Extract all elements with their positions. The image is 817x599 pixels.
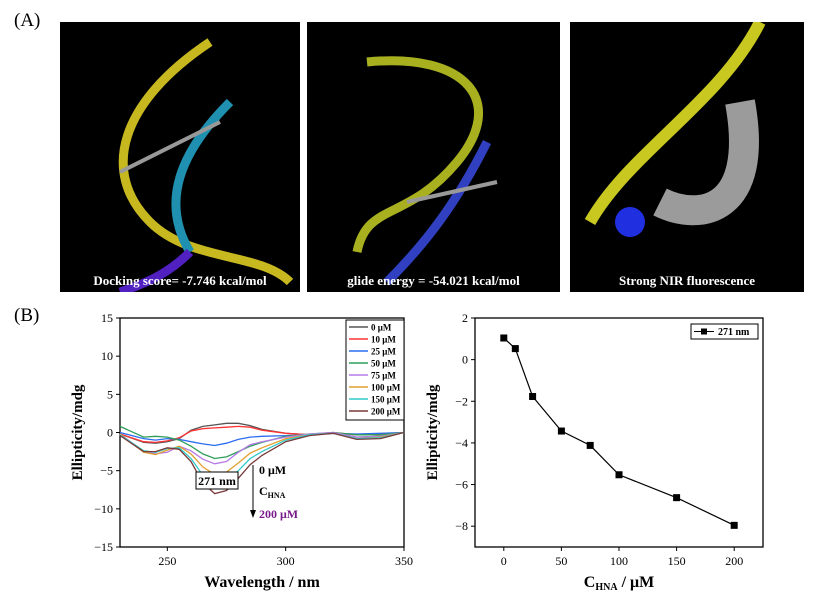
- dna-helix-illustration: [118, 38, 294, 292]
- x-tick-label: 250: [158, 554, 176, 568]
- y-tick-label: 10: [101, 349, 113, 363]
- arrow-end-label: 200 μM: [259, 507, 298, 521]
- panel-caption: Docking score= -7.746 kcal/mol: [93, 273, 267, 288]
- y-tick-label: 2: [462, 311, 468, 325]
- panel-label-b: (B): [14, 305, 40, 326]
- data-point: [529, 392, 537, 400]
- docking-image-1: Docking score= -7.746 kcal/mol: [60, 22, 300, 292]
- docking-image-2: glide energy = -54.021 kcal/mol: [307, 22, 560, 292]
- legend-marker: [701, 328, 707, 335]
- data-point: [557, 427, 565, 435]
- y-tick-label: −6: [455, 478, 468, 492]
- legend-label: 75 μM: [371, 371, 396, 381]
- x-tick-label: 200: [725, 554, 743, 568]
- y-tick-label: −5: [100, 464, 113, 478]
- data-point: [673, 494, 681, 502]
- data-point: [586, 441, 594, 449]
- series-line: [503, 337, 735, 526]
- y-tick-label: −15: [94, 540, 113, 554]
- legend-label: 150 μM: [371, 395, 401, 405]
- series-line: [119, 431, 405, 465]
- legend-label: 25 μM: [371, 347, 396, 357]
- x-axis-unit: / μM: [618, 574, 655, 591]
- subscript: HNA: [268, 491, 286, 500]
- y-tick-label: 5: [107, 387, 113, 401]
- legend-label: 10 μM: [371, 335, 396, 345]
- y-tick-label: −2: [455, 394, 468, 408]
- y-tick-label: −4: [455, 436, 468, 450]
- cd-spectra-chart: 250 300 350 15 10 5 0 −5 −10 −15 Ellipticity/mdg Wa…: [70, 311, 413, 591]
- subscript: HNA: [595, 582, 618, 593]
- x-axis-label: CHNA / μM: [584, 574, 654, 593]
- x-tick-label: 150: [668, 554, 686, 568]
- y-tick-label: −10: [94, 502, 113, 516]
- y-tick-label: −8: [455, 519, 468, 533]
- legend-label: 200 μM: [371, 407, 401, 417]
- panel-label-a: (A): [14, 10, 41, 31]
- data-point: [730, 521, 738, 529]
- arrow-start-label: 0 μM: [259, 463, 286, 477]
- legend-label: 271 nm: [718, 327, 750, 338]
- legend-box: [690, 323, 759, 340]
- docking-image-3: Strong NIR fluorescence: [570, 22, 804, 292]
- y-axis-label: Ellipticity/mdg: [70, 384, 86, 480]
- data-point: [500, 334, 508, 342]
- arrow-mid-label: CHNA: [259, 484, 286, 500]
- panel-caption: Strong NIR fluorescence: [618, 273, 755, 288]
- ellipticity-vs-concentration-chart: 0 50 100 150 200 2 0 −2 −4 −6 −8 Ellipticity/mdg CHN…: [425, 311, 764, 593]
- legend-label: 0 μM: [371, 323, 392, 333]
- plot-frame: [474, 317, 764, 548]
- x-tick-label: 350: [395, 554, 413, 568]
- peak-label: 271 nm: [198, 474, 236, 488]
- arrowhead: [250, 510, 256, 518]
- peak-label-box: [195, 471, 239, 490]
- dna-helix-illustration: [352, 56, 498, 286]
- x-axis-label: Wavelength / nm: [204, 574, 320, 591]
- x-tick-label: 50: [555, 554, 567, 568]
- data-point: [511, 345, 519, 353]
- x-tick-label: 300: [277, 554, 295, 568]
- legend-label: 50 μM: [371, 359, 396, 369]
- x-tick-label: 100: [610, 554, 628, 568]
- panel-caption: glide energy = -54.021 kcal/mol: [347, 273, 520, 288]
- y-tick-label: 0: [462, 353, 468, 367]
- dna-helix-illustration: [584, 22, 766, 237]
- x-tick-label: 0: [501, 554, 507, 568]
- legend-box: [345, 319, 405, 421]
- data-point: [615, 471, 623, 479]
- legend-label: 100 μM: [371, 383, 401, 393]
- y-tick-label: 0: [107, 426, 113, 440]
- y-axis-label: Ellipticity/mdg: [425, 384, 441, 480]
- y-tick-label: 15: [101, 311, 113, 325]
